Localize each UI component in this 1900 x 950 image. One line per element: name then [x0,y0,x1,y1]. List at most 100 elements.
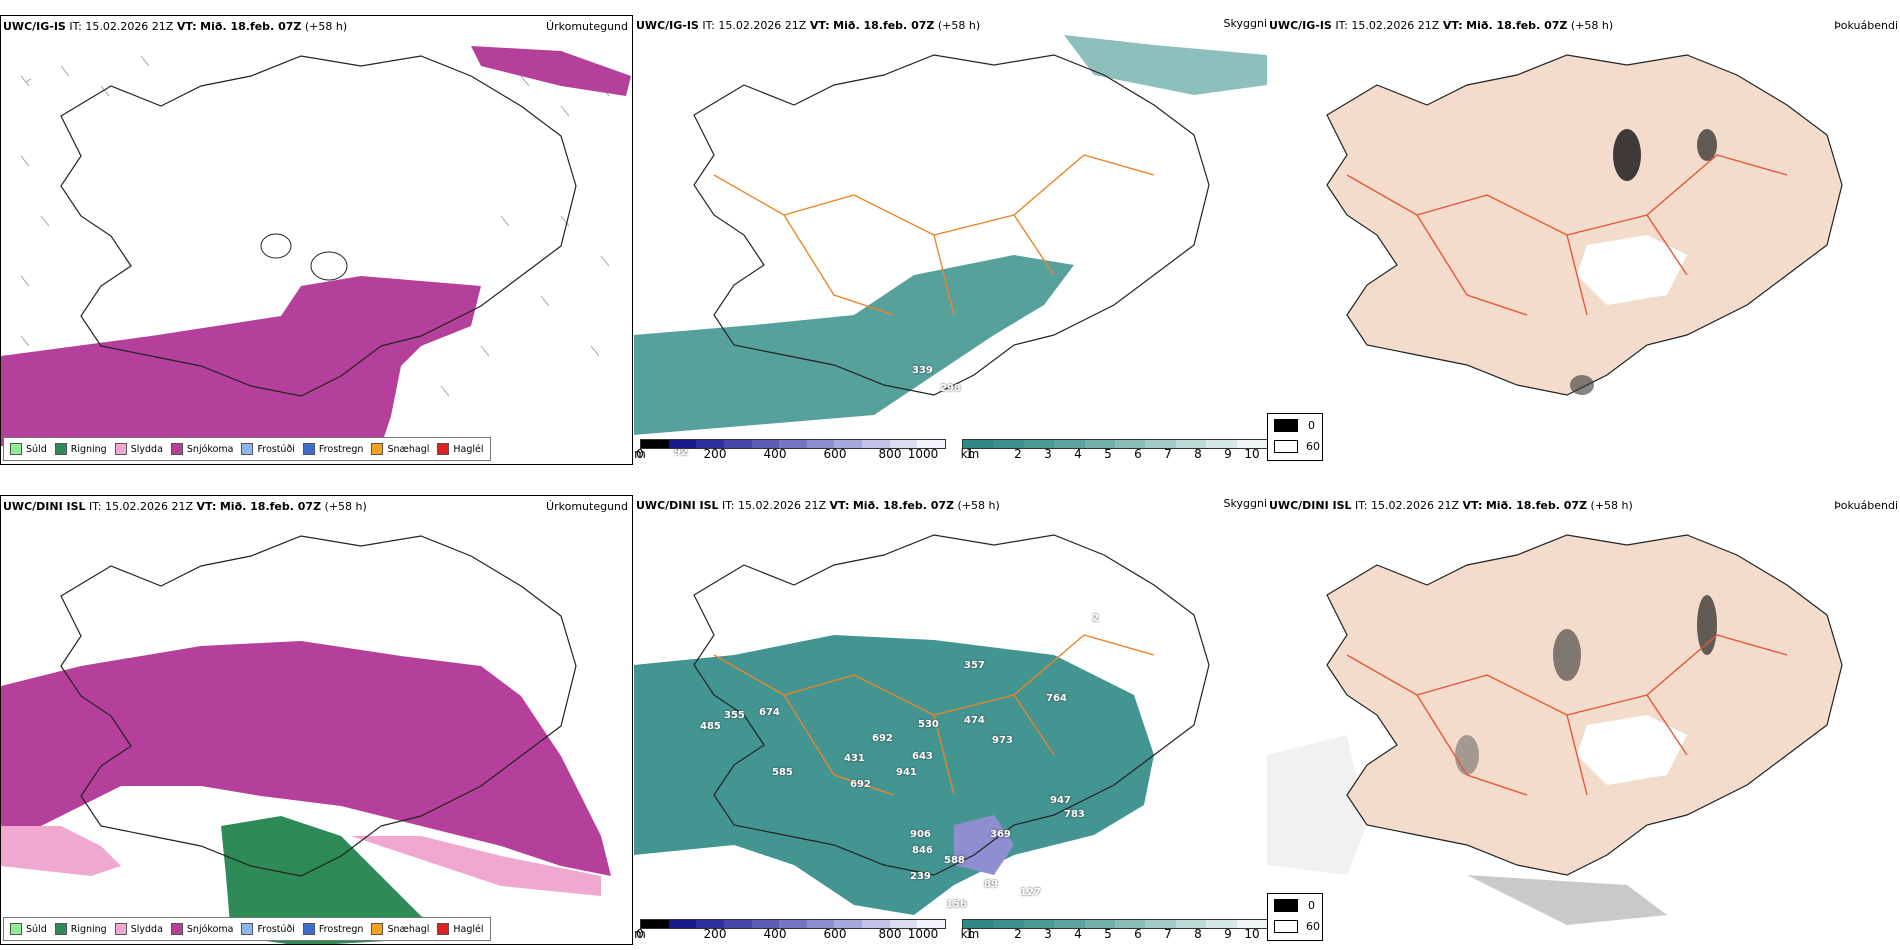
colorbar-segment [862,440,890,448]
wind-barbs [20,55,610,397]
cloud-base-label: 783 [1064,809,1085,820]
cloud-base-label: 474 [964,715,985,726]
field-name: Skyggni [1223,17,1267,30]
legend-swatch-drizzle [10,923,22,935]
panel-header: UWC/IG-IS IT: 15.02.2026 21Z VT: Mið. 18… [1269,19,1614,32]
colorbar-segment [751,440,780,448]
low-vis-area-nw [1064,35,1267,95]
cloud-base-label: 355 [724,710,745,721]
fog-panel-bottom: UWC/DINI ISL IT: 15.02.2026 21Z VT: Mið.… [1267,495,1900,945]
colorbar-segment [668,440,697,448]
colorbar-segment [1206,920,1237,928]
colorbar-segment [889,440,918,448]
colorbar-segment [1175,440,1207,448]
visibility-map [634,534,1210,915]
cloud-base-label: 298 [940,383,961,394]
cloud-base-label: 674 [759,707,780,718]
legend-swatch-sleet [114,443,127,455]
roads [713,634,1155,796]
sleet-area [1,826,601,896]
cloud-base-label: 846 [912,845,933,856]
cloud-base-label: 2 [1092,613,1099,624]
cloud-base-label: 431 [844,753,865,764]
iceland-land [1326,54,1843,396]
colorbar-segment [993,440,1024,448]
low-cloud-area [954,815,1014,875]
legend-swatch-freezing-rain [302,923,315,935]
panel-header: UWC/DINI ISL IT: 15.02.2026 21Z VT: Mið.… [636,499,1000,512]
low-vis-area [634,635,1154,915]
colorbar-segment [779,440,807,448]
colorbar-segment [963,440,994,448]
colorbar-segment [779,920,807,928]
precip-type-map [1,46,631,446]
colorbar-segment [1236,440,1267,448]
colorbar-segment [834,920,863,928]
precip-type-panel-bottom: UWC/DINI ISL IT: 15.02.2026 21Z VT: Mið.… [0,495,633,945]
cloud-base-label: 692 [872,733,893,744]
colorbar-segment [917,440,946,448]
iceland-outline [60,55,577,397]
colorbar-segment [1115,920,1146,928]
colorbar-segment [723,920,752,928]
colorbar-segment [834,440,863,448]
cloud-base-label: 485 [700,721,721,732]
colorbar-segment [1206,440,1237,448]
cloud-base-label: 906 [910,829,931,840]
panel-header: UWC/IG-IS IT: 15.02.2026 21Z VT: Mið. 18… [636,19,981,32]
cloud-base-label: 585 [772,767,793,778]
cloud-base-label: 588 [944,855,965,866]
roads [1346,634,1788,796]
iceland-outline [60,535,577,877]
fog-panel-top: UWC/IG-IS IT: 15.02.2026 21Z VT: Mið. 18… [1267,15,1900,465]
cloud-base-label: 530 [918,719,939,730]
cloud-base-label: 973 [992,735,1013,746]
visibility-panel-top: UWC/IG-IS IT: 15.02.2026 21Z VT: Mið. 18… [634,15,1267,465]
colorbar-segment [641,440,669,448]
cloud-base-label: 941 [896,767,917,778]
iceland-land [1326,534,1843,876]
colorbar-segment [641,920,669,928]
visibility-panel-bottom: UWC/DINI ISL IT: 15.02.2026 21Z VT: Mið.… [634,495,1267,945]
snow-area-south [1,276,481,446]
legend-swatch-drizzle [10,443,22,455]
cloud-base-label: 357 [964,660,985,671]
legend-swatch-freezing-rain [302,443,315,455]
cloud-base-label: 764 [1046,693,1067,704]
roads [713,154,1155,316]
cloud-base-label: 127 [1020,887,1041,898]
colorbar-segment [1115,440,1146,448]
legend-swatch-hail [437,443,450,455]
colorbar-segment [696,440,724,448]
legend-swatch-snow [170,443,183,455]
legend-swatch-freezing-drizzle [241,443,254,455]
cloud-base-label: 339 [912,365,933,376]
colorbar-segment [1023,440,1055,448]
colorbar-segment [889,920,918,928]
field-name: Úrkomutegund [546,20,628,33]
cloud-base-label: 156 [946,899,967,910]
precip-type-legend: Súld Rigning Slydda Snjókoma Frostúði Fr… [3,437,491,461]
roads [1346,154,1788,316]
colorbar-segment [1023,920,1055,928]
colorbar-segment [1175,920,1207,928]
snow-area [1,641,611,876]
legend-swatch-hail [437,923,450,935]
legend-swatch-sleet [114,923,127,935]
cloud-base-colorbar [640,919,946,929]
panel-header: UWC/DINI ISL IT: 15.02.2026 21Z VT: Mið.… [1269,499,1633,512]
cloud-base-label: 692 [850,779,871,790]
legend-swatch-rain [54,443,67,455]
colorbar-segment [806,920,835,928]
precip-type-map [1,535,611,944]
colorbar-segment [1084,440,1116,448]
visibility-colorbar [962,919,1267,929]
cloud-base-label: 369 [990,829,1011,840]
fog-map [1267,534,1843,925]
colorbar-segment [1084,920,1116,928]
cloud-base-label: 92 [674,447,688,458]
panel-header: UWC/DINI ISL IT: 15.02.2026 21Z VT: Mið.… [3,500,367,513]
colorbar-segment [1145,440,1176,448]
colorbar-segment [751,920,780,928]
colorbar-segment [723,440,752,448]
